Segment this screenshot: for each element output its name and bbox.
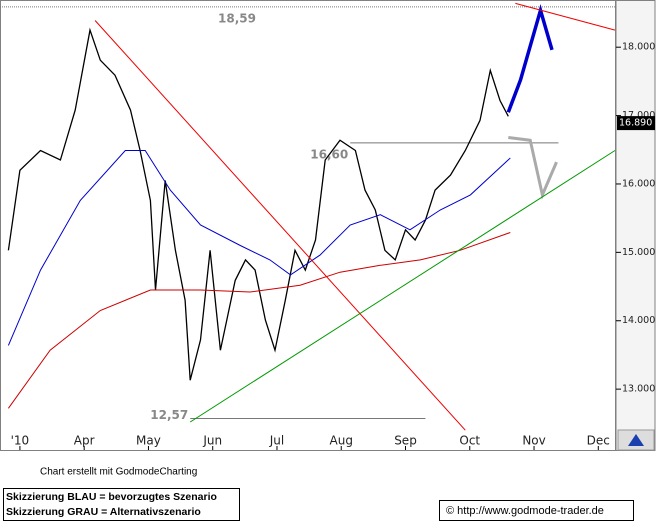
- level-label: 18,59: [218, 11, 256, 25]
- x-tick-label: May: [136, 434, 161, 448]
- credit: Chart erstellt mit GodmodeCharting: [40, 467, 197, 478]
- axis-panel: [615, 0, 656, 451]
- x-tick-label: Oct: [459, 434, 480, 448]
- series-line: [94, 20, 466, 431]
- copyright-box: [439, 500, 634, 521]
- y-tick-label: 17.000: [622, 110, 655, 121]
- y-tick-label: 14.000: [622, 315, 655, 326]
- legend-box: [3, 488, 240, 521]
- y-tick-label: 18.000: [622, 42, 655, 53]
- series-line: [508, 136, 558, 200]
- plot-frame: [0, 0, 616, 451]
- series-line: [515, 2, 616, 31]
- y-tick-label: 16.000: [622, 178, 655, 189]
- x-tick-label: Dec: [587, 434, 610, 448]
- series-line: [189, 150, 616, 423]
- last-price-label: 16.890: [619, 118, 652, 129]
- legend-line: Skizzierung GRAU = Alternativszenario: [6, 506, 201, 518]
- level-label: 12,57: [150, 408, 188, 422]
- legend-line: Skizzierung BLAU = bevorzugtes Szenario: [6, 491, 217, 503]
- series-line: [7, 27, 509, 381]
- x-tick-label: Sep: [394, 434, 417, 448]
- copyright: © http://www.godmode-trader.de: [446, 505, 604, 517]
- x-tick-label: Apr: [74, 434, 95, 448]
- x-tick-label: Aug: [330, 434, 353, 448]
- x-tick-label: Jul: [269, 434, 284, 448]
- x-tick-label: Jun: [202, 434, 222, 448]
- y-tick-label: 13.000: [622, 384, 655, 395]
- x-tick-label: '10: [11, 434, 30, 448]
- series-line: [506, 3, 554, 113]
- series-line: [7, 232, 511, 409]
- icon[interactable]: [628, 434, 644, 446]
- y-tick-label: 15.000: [622, 247, 655, 258]
- series-line: [7, 150, 511, 346]
- last-price-box: [617, 116, 655, 131]
- x-tick-label: Nov: [522, 434, 545, 448]
